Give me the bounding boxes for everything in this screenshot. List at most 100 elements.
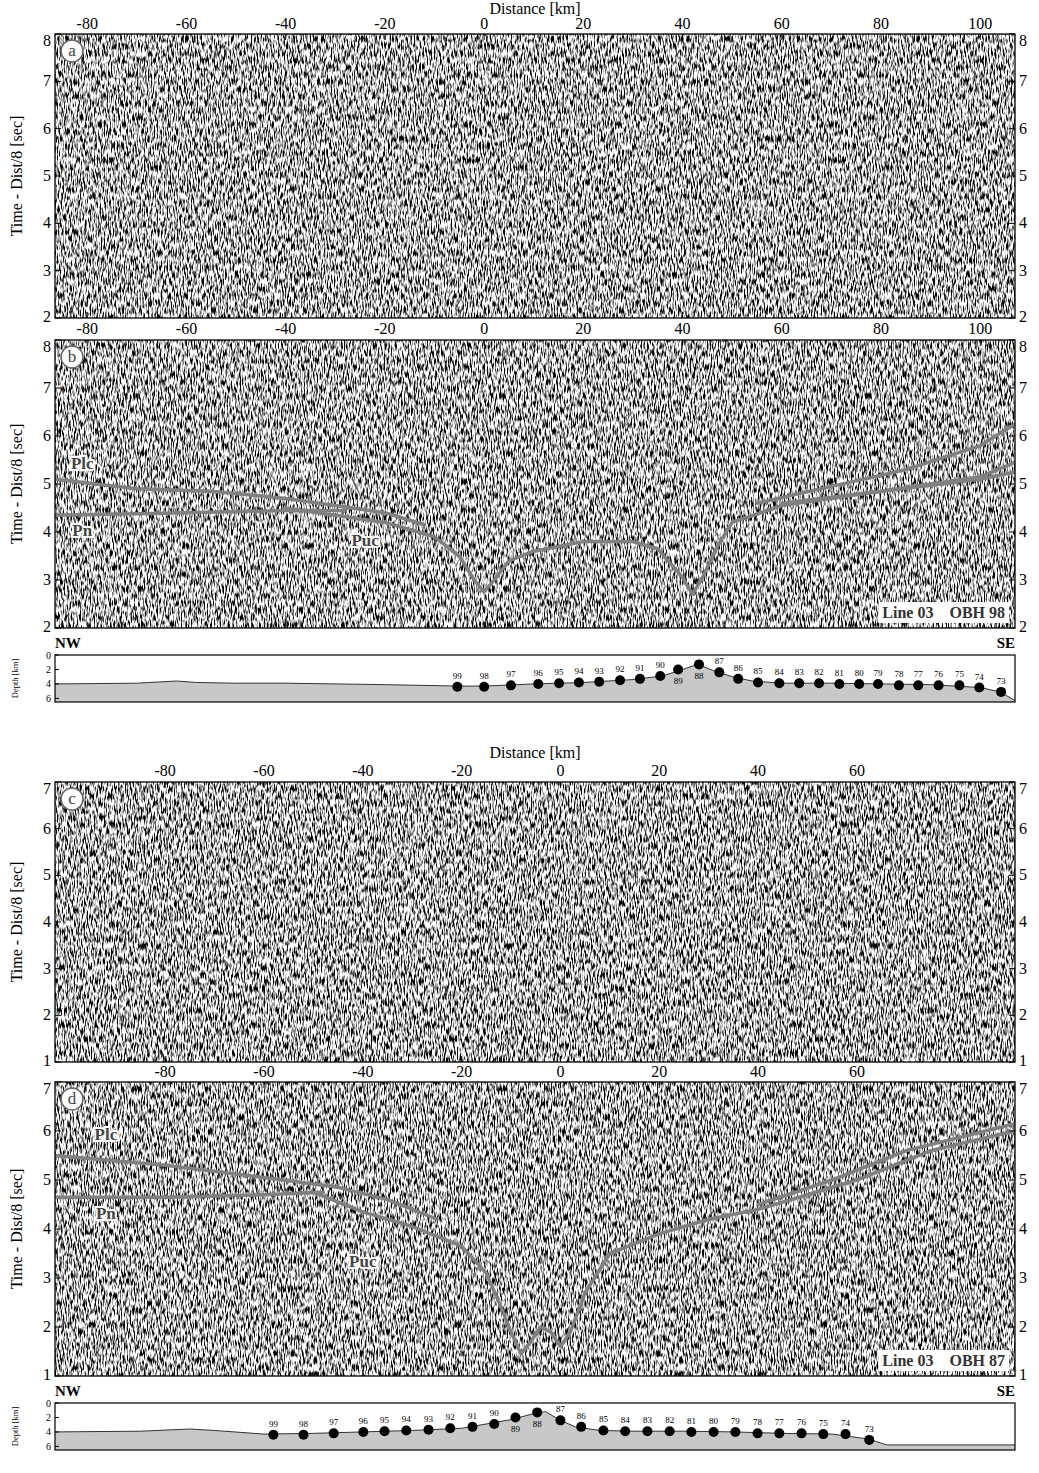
y-tick-label: 6 (43, 120, 51, 137)
y-tick (1009, 388, 1015, 389)
x-tick-label: 100 (968, 15, 992, 32)
obh-station (268, 1430, 278, 1440)
x-tick-label: -40 (275, 320, 296, 337)
obh-station (974, 683, 984, 693)
obh-station (401, 1425, 411, 1435)
y-tick-label: 0 (46, 650, 51, 661)
x-tick (285, 340, 286, 346)
x-tick (285, 34, 286, 40)
direction-label: NW (55, 635, 81, 651)
y-tick (1009, 318, 1015, 319)
y-tick-label: 5 (1019, 866, 1027, 883)
obh-label: 99 (269, 1419, 279, 1429)
x-tick (659, 1370, 660, 1376)
x-tick-label: 60 (849, 762, 865, 779)
obh-label: 77 (775, 1417, 785, 1427)
x-tick (484, 340, 485, 346)
y-tick-label: 4 (1019, 1220, 1027, 1237)
obh-label: 90 (656, 660, 666, 670)
y-tick-label: 2 (43, 618, 51, 635)
seismic-traces (55, 782, 1015, 1062)
x-tick (758, 782, 759, 788)
y-tick (55, 968, 61, 969)
x-tick (659, 1082, 660, 1088)
seismic-traces (55, 340, 1015, 628)
x-tick (583, 312, 584, 318)
y-tick (55, 1431, 59, 1432)
phase-label: Pn (72, 521, 92, 540)
obh-label: 74 (841, 1418, 851, 1428)
obh-label: 84 (775, 667, 785, 677)
y-tick-label: 3 (1019, 1269, 1027, 1286)
x-tick-label: 40 (750, 1063, 766, 1080)
profile-area (55, 659, 1015, 702)
y-tick (55, 1376, 61, 1377)
seismic-traces (55, 1082, 1015, 1376)
y-tick-label: 6 (43, 427, 51, 444)
plot-area (55, 34, 1015, 318)
y-tick (1009, 1082, 1015, 1083)
phase-label: Plc (95, 1125, 118, 1144)
obh-station (753, 1428, 763, 1438)
x-tick-label: 0 (480, 15, 488, 32)
x-tick (781, 622, 782, 628)
x-tick (856, 1082, 857, 1088)
obh-station (489, 1419, 499, 1429)
y-tick-label: 6 (43, 820, 51, 837)
obh-station (730, 1427, 740, 1437)
obh-label: 77 (914, 669, 924, 679)
y-tick-label: 2 (1019, 1006, 1027, 1023)
obh-station (479, 682, 489, 692)
obh-label: 81 (835, 668, 844, 678)
obh-label: 92 (446, 1412, 455, 1422)
y-tick (1009, 34, 1015, 35)
y-tick (55, 580, 61, 581)
obh-station (424, 1425, 434, 1435)
y-tick-label: 8 (43, 338, 51, 355)
x-tick (682, 340, 683, 346)
obh-station (814, 678, 824, 688)
obh-station (834, 679, 844, 689)
x-tick-label: 100 (968, 320, 992, 337)
figure: -80-60-40-2002040608010022334455667788Ti… (0, 0, 1039, 1473)
phase-label: Pn (96, 1204, 116, 1223)
travel-time-pick (55, 1131, 1015, 1197)
x-tick (560, 1056, 561, 1062)
x-tick (165, 782, 166, 788)
obh-label: 82 (815, 667, 824, 677)
obh-label: 92 (616, 664, 625, 674)
obh-label: 98 (480, 671, 490, 681)
x-tick-label: 0 (556, 762, 564, 779)
y-tick-label: 3 (1019, 262, 1027, 279)
obh-label: 84 (621, 1415, 631, 1425)
obh-label: 96 (359, 1416, 369, 1426)
y-tick (55, 223, 61, 224)
x-tick (461, 1082, 462, 1088)
y-tick (1009, 223, 1015, 224)
obh-label: 94 (574, 666, 584, 676)
obh-station (913, 680, 923, 690)
obh-station (555, 1415, 565, 1425)
x-tick-label: -20 (374, 15, 395, 32)
obh-station (445, 1423, 455, 1433)
obh-station (510, 1412, 520, 1422)
obh-station (797, 1428, 807, 1438)
y-tick (55, 176, 61, 177)
y-tick (1009, 628, 1015, 629)
x-tick (384, 312, 385, 318)
obh-label: 79 (731, 1416, 741, 1426)
y-tick (1009, 340, 1015, 341)
y-tick-label: 1 (1019, 1366, 1027, 1383)
obh-label: 88 (694, 671, 704, 681)
y-tick-label: 7 (1019, 1080, 1027, 1097)
station-label: Line 03 OBH 98 (882, 604, 1005, 621)
plot-background (55, 782, 1015, 1062)
x-tick (583, 34, 584, 40)
travel-time-pick (55, 462, 1015, 515)
direction-label: NW (55, 1383, 81, 1399)
frame (55, 1082, 1015, 1376)
x-tick (781, 34, 782, 40)
seismic-traces (55, 34, 1015, 318)
y-tick (55, 484, 61, 485)
y-tick (55, 683, 59, 684)
